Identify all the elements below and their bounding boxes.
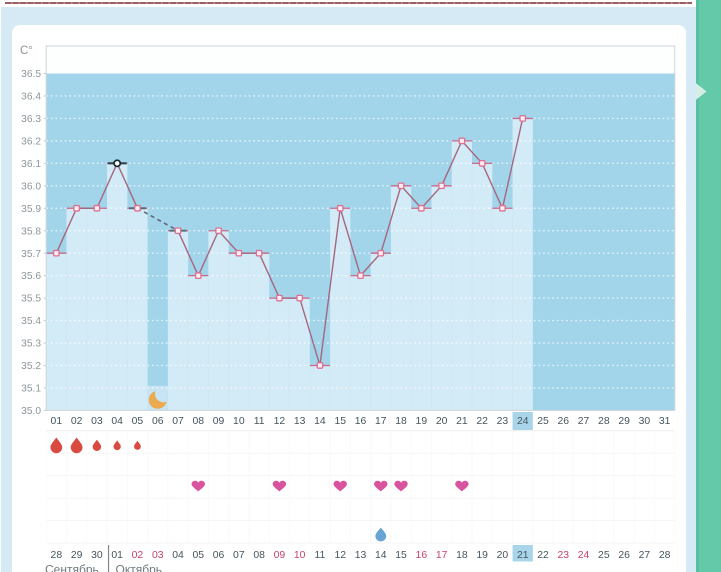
svg-text:27: 27: [639, 550, 651, 561]
svg-text:35.7: 35.7: [21, 249, 41, 260]
svg-text:22: 22: [476, 416, 488, 427]
svg-text:24: 24: [578, 550, 590, 561]
svg-text:22: 22: [537, 550, 549, 561]
svg-text:35.8: 35.8: [21, 226, 41, 237]
svg-text:13: 13: [294, 416, 306, 427]
svg-text:18: 18: [456, 550, 468, 561]
svg-text:36.4: 36.4: [21, 92, 41, 103]
svg-text:25: 25: [537, 416, 549, 427]
svg-text:04: 04: [172, 550, 184, 561]
svg-text:35.2: 35.2: [21, 361, 41, 372]
svg-text:21: 21: [456, 416, 468, 427]
svg-text:13: 13: [355, 550, 367, 561]
svg-text:01: 01: [111, 550, 123, 561]
svg-text:36.3: 36.3: [21, 114, 41, 125]
svg-text:19: 19: [416, 416, 428, 427]
svg-text:09: 09: [213, 416, 225, 427]
svg-text:35.6: 35.6: [21, 271, 41, 282]
svg-text:09: 09: [274, 550, 286, 561]
svg-text:17: 17: [375, 416, 387, 427]
svg-text:10: 10: [294, 550, 306, 561]
svg-text:07: 07: [233, 550, 245, 561]
svg-text:30: 30: [639, 416, 651, 427]
svg-text:C°: C°: [20, 45, 33, 57]
svg-text:24: 24: [517, 416, 529, 427]
svg-text:23: 23: [497, 416, 509, 427]
svg-text:05: 05: [132, 416, 144, 427]
svg-text:36.5: 36.5: [21, 69, 41, 80]
svg-text:01: 01: [51, 416, 63, 427]
svg-text:10: 10: [233, 416, 245, 427]
svg-text:21: 21: [517, 550, 529, 561]
svg-text:02: 02: [132, 550, 144, 561]
svg-text:30: 30: [91, 550, 103, 561]
svg-text:03: 03: [152, 550, 164, 561]
svg-text:25: 25: [598, 550, 610, 561]
svg-text:31: 31: [659, 416, 671, 427]
svg-text:14: 14: [314, 416, 326, 427]
svg-text:12: 12: [334, 550, 346, 561]
svg-text:17: 17: [436, 550, 448, 561]
svg-text:35.0: 35.0: [21, 406, 41, 417]
svg-text:16: 16: [355, 416, 367, 427]
svg-text:06: 06: [213, 550, 225, 561]
svg-text:28: 28: [598, 416, 610, 427]
svg-text:08: 08: [192, 416, 204, 427]
svg-text:06: 06: [152, 416, 164, 427]
svg-text:23: 23: [557, 550, 569, 561]
svg-text:28: 28: [659, 550, 671, 561]
svg-text:02: 02: [71, 416, 83, 427]
svg-text:18: 18: [395, 416, 407, 427]
svg-text:35.4: 35.4: [21, 316, 41, 327]
svg-text:36.2: 36.2: [21, 136, 41, 147]
svg-text:29: 29: [618, 416, 630, 427]
svg-text:27: 27: [578, 416, 590, 427]
svg-text:05: 05: [192, 550, 204, 561]
svg-text:36.0: 36.0: [21, 181, 41, 192]
svg-text:12: 12: [274, 416, 286, 427]
svg-text:14: 14: [375, 550, 387, 561]
svg-text:20: 20: [497, 550, 509, 561]
svg-text:16: 16: [416, 550, 428, 561]
svg-text:28: 28: [51, 550, 63, 561]
svg-text:11: 11: [254, 416, 265, 427]
svg-text:15: 15: [395, 550, 407, 561]
svg-text:04: 04: [111, 416, 123, 427]
svg-text:35.9: 35.9: [21, 204, 41, 215]
svg-text:26: 26: [618, 550, 630, 561]
svg-text:36.1: 36.1: [21, 159, 41, 170]
svg-text:20: 20: [436, 416, 448, 427]
svg-text:29: 29: [71, 550, 83, 561]
svg-text:35.5: 35.5: [21, 294, 41, 305]
svg-text:03: 03: [91, 416, 103, 427]
svg-text:15: 15: [334, 416, 346, 427]
svg-text:08: 08: [253, 550, 265, 561]
svg-text:07: 07: [172, 416, 184, 427]
svg-text:26: 26: [557, 416, 569, 427]
svg-text:Сентябрь: Сентябрь: [45, 563, 99, 572]
svg-text:35.3: 35.3: [21, 339, 41, 350]
svg-text:19: 19: [476, 550, 488, 561]
svg-text:11: 11: [315, 550, 326, 561]
svg-text:Октябрь: Октябрь: [116, 563, 163, 572]
svg-text:35.1: 35.1: [21, 384, 41, 395]
